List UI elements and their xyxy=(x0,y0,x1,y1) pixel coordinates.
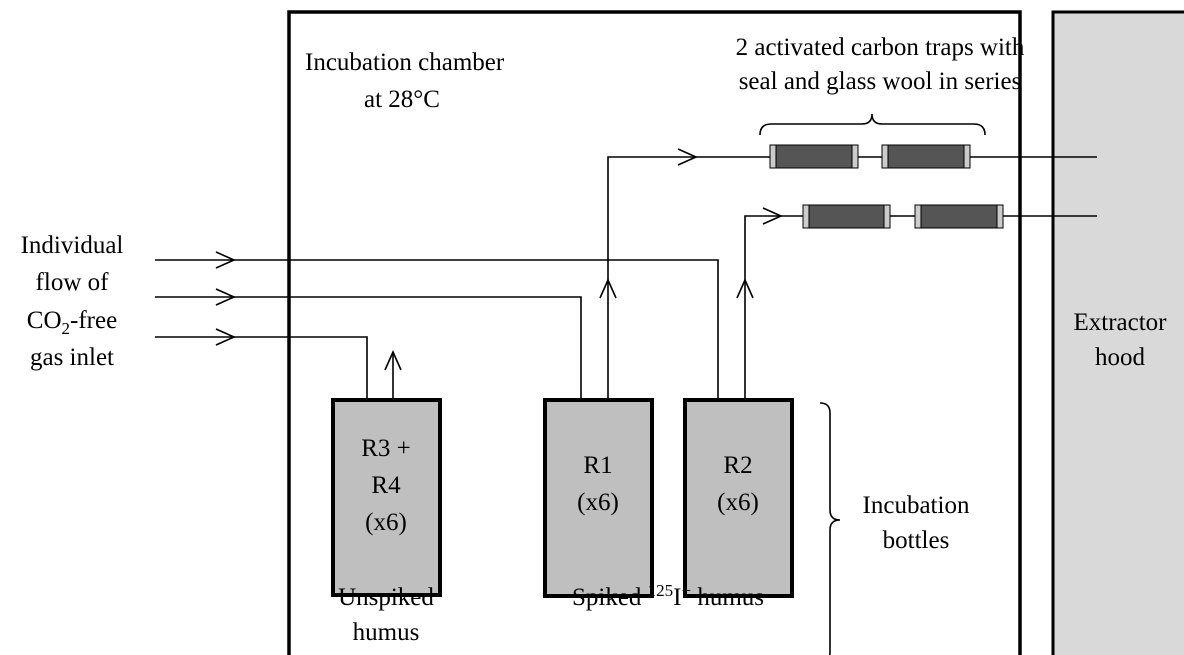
gas-lines xyxy=(155,148,1097,400)
inlet-label: flow of xyxy=(36,269,110,296)
chamber-label: Incubation chamber xyxy=(305,49,505,76)
unspiked-label: humus xyxy=(353,619,420,646)
extractor-hood xyxy=(1051,10,1184,655)
traps-label: 2 activated carbon traps with xyxy=(736,34,1025,61)
bottle-label: R4 xyxy=(371,472,401,499)
hood-label: Extractor xyxy=(1073,309,1167,336)
bottle-label: R3 + xyxy=(361,435,411,462)
chamber-label: at 28°C xyxy=(364,86,440,113)
inlet-label: gas inlet xyxy=(30,344,114,371)
hood-label: hood xyxy=(1095,344,1146,371)
incubation-chamber xyxy=(287,10,1022,655)
traps-brace xyxy=(759,113,986,136)
traps-label: seal and glass wool in series xyxy=(739,68,1022,95)
labels: Incubation chamber at 28°C 2 activated c… xyxy=(21,34,1168,646)
bottle-label: R2 xyxy=(723,452,752,479)
bottles-label: bottles xyxy=(883,527,950,554)
bottle-label: (x6) xyxy=(577,489,619,516)
bottle-label: (x6) xyxy=(365,509,407,536)
bottles xyxy=(331,398,794,598)
inlet-label: Individual xyxy=(21,232,124,259)
inlet-label: CO2-free xyxy=(27,307,117,338)
bottle-label: R1 xyxy=(583,452,612,479)
unspiked-label: Unspiked xyxy=(338,584,434,611)
carbon-traps xyxy=(769,144,1004,229)
bottle-label: (x6) xyxy=(717,489,759,516)
bottles-brace xyxy=(819,402,841,655)
bottles-label: Incubation xyxy=(863,492,970,519)
spiked-label: Spiked 125I− humus xyxy=(572,581,764,611)
